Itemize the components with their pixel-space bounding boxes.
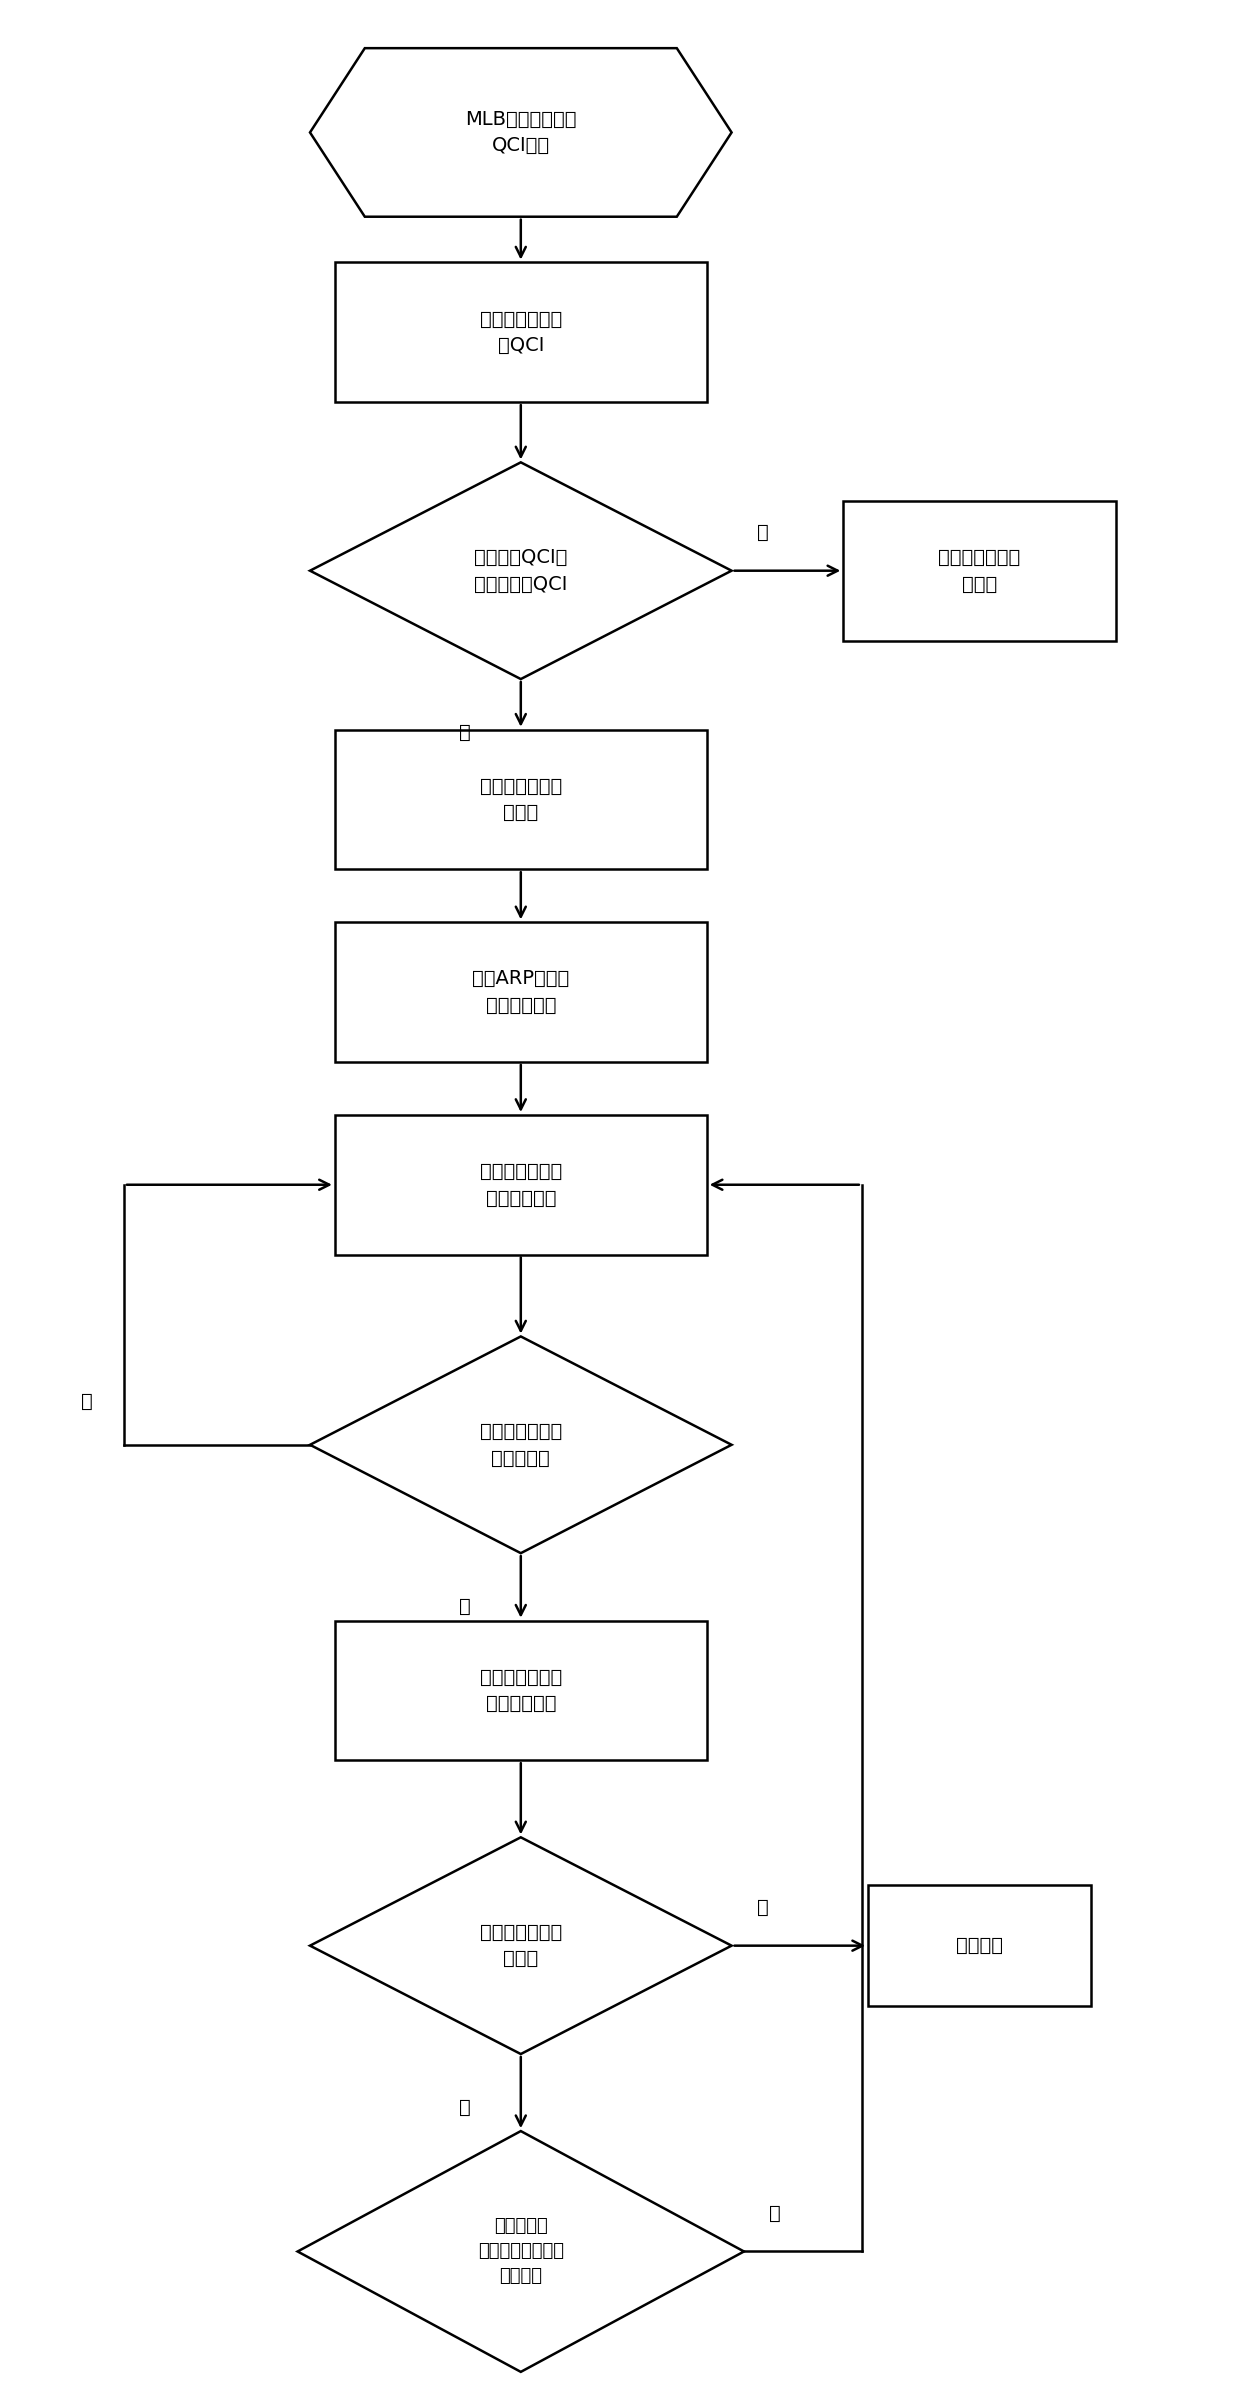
Text: 否: 否 (459, 2097, 471, 2117)
Text: 不进行小区切换
的用户: 不进行小区切换 的用户 (939, 549, 1021, 592)
Text: 判断用户是否满
足切换条件: 判断用户是否满 足切换条件 (480, 1423, 562, 1466)
Text: 可进行小区切换
的用户: 可进行小区切换 的用户 (480, 778, 562, 821)
Bar (335, 1115, 707, 1255)
Polygon shape (310, 48, 732, 217)
Text: 基于ARP参数进
行优先级排序: 基于ARP参数进 行优先级排序 (472, 970, 569, 1014)
Bar (335, 262, 707, 402)
Text: 否: 否 (82, 1392, 93, 1411)
Text: 停止切换: 停止切换 (956, 1936, 1003, 1955)
Polygon shape (310, 1336, 732, 1553)
Polygon shape (310, 1837, 732, 2054)
Text: 是: 是 (756, 523, 769, 542)
Text: 判断用户QCI是
否为第一类QCI: 判断用户QCI是 否为第一类QCI (474, 549, 568, 592)
Bar (335, 730, 707, 869)
Polygon shape (310, 462, 732, 679)
Text: 从低优先级开始
进行用户判决: 从低优先级开始 进行用户判决 (480, 1163, 562, 1206)
Text: MLB启动及第一类
QCI输入: MLB启动及第一类 QCI输入 (465, 111, 577, 154)
Text: 移动负载均衡是
否完成: 移动负载均衡是 否完成 (480, 1924, 562, 1967)
Bar (335, 1621, 707, 1760)
Text: 是: 是 (756, 1898, 769, 1917)
Text: 获取为用户配置
的QCI: 获取为用户配置 的QCI (480, 311, 562, 354)
Text: 是: 是 (459, 1597, 471, 1616)
Bar (868, 1885, 1091, 2006)
Text: 是: 是 (769, 2203, 781, 2223)
Text: 否: 否 (459, 722, 471, 742)
Bar (843, 501, 1116, 641)
Text: 同一优先级
别的用户是否完成
用户判决: 同一优先级 别的用户是否完成 用户判决 (477, 2218, 564, 2285)
Text: 对用户进行移动
负载均衡切换: 对用户进行移动 负载均衡切换 (480, 1669, 562, 1712)
Polygon shape (298, 2131, 744, 2372)
Bar (335, 922, 707, 1062)
